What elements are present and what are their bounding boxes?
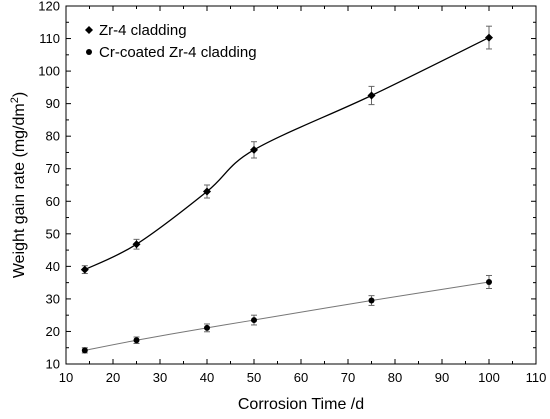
x-tick-label: 90	[435, 370, 449, 385]
x-axis-ticks: 10 20 30 40 50 60 70 80 90 100 110	[59, 6, 547, 385]
legend-label: Zr-4 cladding	[99, 22, 187, 39]
x-tick-label: 40	[200, 370, 214, 385]
y-axis-title: Weight gain rate (mg/dm2)	[9, 92, 28, 278]
x-tick-label: 70	[341, 370, 355, 385]
data-point	[485, 33, 493, 42]
data-point	[250, 145, 258, 154]
y-tick-label: 20	[46, 324, 60, 339]
legend-marker	[85, 26, 93, 34]
y-tick-label: 60	[46, 194, 60, 209]
data-point	[80, 265, 89, 274]
x-tick-label: 80	[388, 370, 402, 385]
data-point	[486, 278, 492, 285]
y-tick-label: 120	[38, 0, 60, 14]
y-tick-label: 80	[46, 129, 60, 144]
data-point	[133, 337, 140, 344]
y-tick-label: 70	[46, 161, 60, 176]
data-point	[81, 347, 88, 354]
series-line	[84, 36, 490, 271]
y-tick-label: 110	[39, 31, 60, 46]
y-tick-label: 50	[46, 226, 60, 241]
data-point	[367, 91, 376, 100]
legend-marker	[86, 49, 92, 55]
y-tick-label: 30	[46, 291, 60, 306]
x-tick-label: 110	[526, 370, 547, 385]
y-tick-label: 90	[46, 96, 60, 111]
series-2	[81, 274, 492, 354]
data-point	[368, 297, 375, 304]
legend: Zr-4 cladding Cr-coated Zr-4 cladding	[85, 22, 257, 61]
data-point	[204, 324, 210, 331]
x-tick-label: 20	[106, 370, 120, 385]
y-axis-ticks: 10 20 30 40 50 60 70 80 90 100 110 120	[38, 0, 536, 372]
data-point	[203, 187, 211, 196]
y-tick-label: 100	[38, 64, 60, 79]
x-tick-label: 10	[59, 370, 73, 385]
legend-label: Cr-coated Zr-4 cladding	[99, 44, 257, 61]
series-1	[80, 25, 493, 275]
x-tick-label: 60	[294, 370, 308, 385]
series-line	[84, 281, 490, 351]
y-tick-label: 40	[46, 259, 60, 274]
x-tick-label: 50	[247, 370, 261, 385]
data-point	[251, 317, 257, 324]
data-point	[132, 240, 141, 249]
series-layer	[80, 25, 493, 354]
x-tick-label: 30	[153, 370, 167, 385]
x-axis-title: Corrosion Time /d	[238, 396, 364, 413]
y-tick-label: 10	[46, 357, 60, 372]
x-tick-label: 100	[478, 370, 500, 385]
